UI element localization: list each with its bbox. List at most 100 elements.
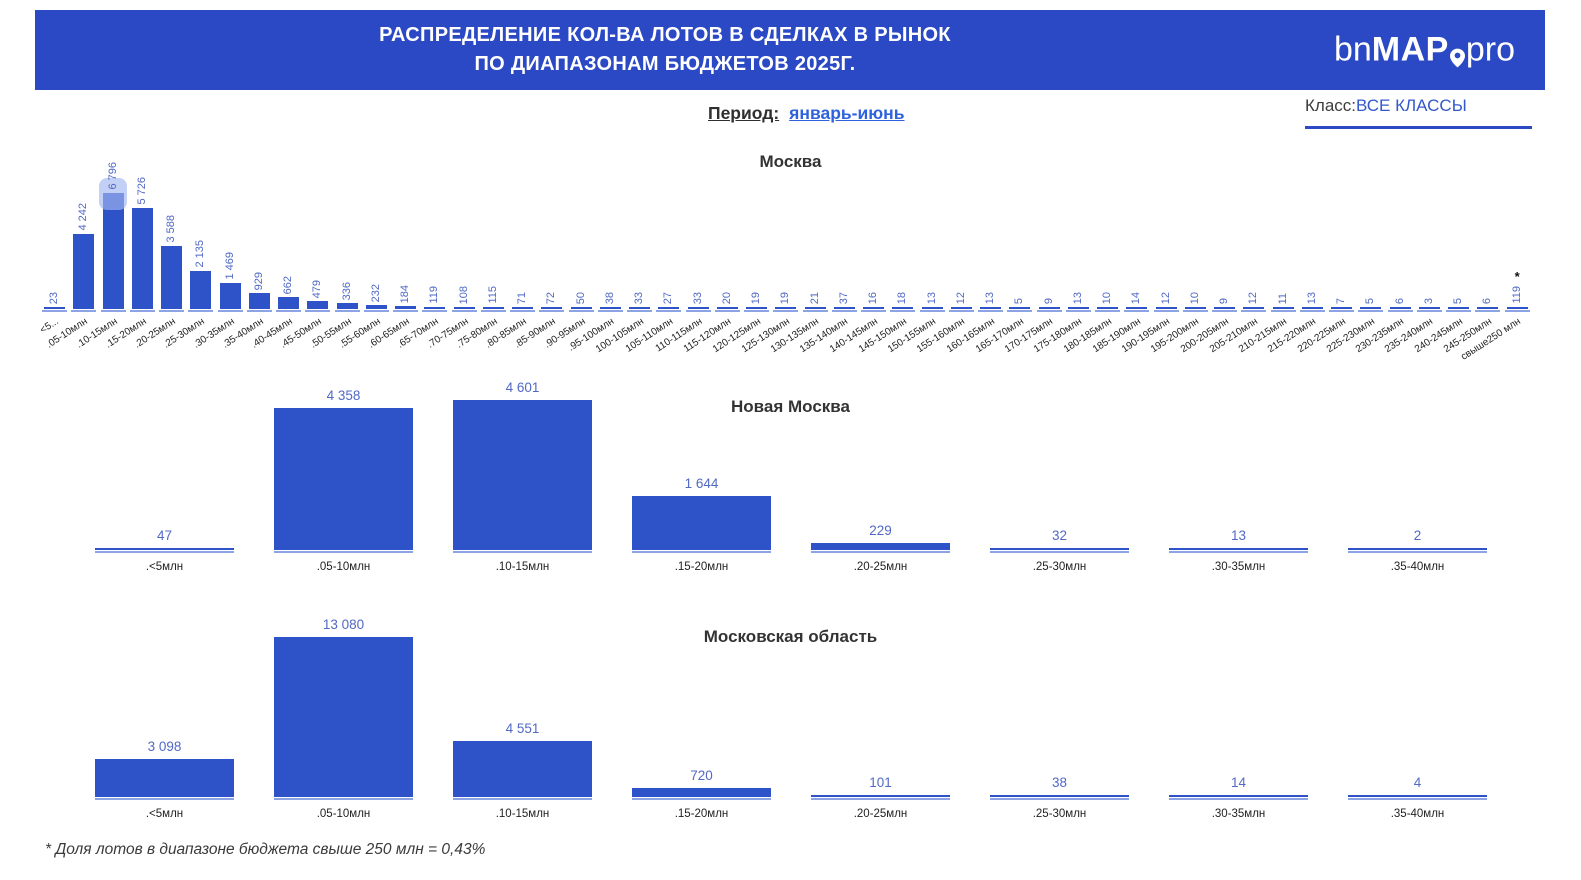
bar[interactable] — [482, 307, 504, 309]
bar-baseline — [1095, 310, 1121, 312]
bar[interactable] — [190, 271, 212, 309]
bar-baseline — [1036, 310, 1062, 312]
bar[interactable] — [1418, 307, 1440, 309]
bar[interactable] — [273, 408, 414, 550]
bar[interactable] — [248, 293, 270, 309]
bar[interactable] — [1067, 307, 1089, 309]
bar[interactable] — [452, 400, 593, 550]
bar[interactable] — [1168, 548, 1309, 550]
bar[interactable] — [94, 548, 235, 550]
bar-baseline — [1299, 310, 1325, 312]
bar-value-label: 232 — [369, 283, 382, 302]
bar-baseline — [685, 310, 711, 312]
bar[interactable] — [278, 297, 300, 309]
bar[interactable] — [1243, 307, 1265, 309]
bar[interactable] — [273, 637, 414, 797]
bar[interactable] — [892, 307, 914, 309]
bar-column: 720 .15-20млн — [612, 612, 791, 820]
bar[interactable] — [980, 307, 1002, 309]
moscow-region-chart-title: Московская область — [703, 627, 878, 646]
bar[interactable] — [658, 307, 680, 309]
bar-column: 27 105-110млн — [623, 162, 683, 355]
bar[interactable] — [1331, 307, 1353, 309]
bar[interactable] — [365, 305, 387, 309]
bar-value-label: 115 — [486, 286, 499, 304]
bar[interactable] — [94, 759, 235, 797]
bar[interactable] — [810, 543, 951, 550]
bar-baseline — [810, 551, 951, 553]
bar[interactable] — [804, 307, 826, 309]
map-pin-icon — [1449, 38, 1465, 77]
bar[interactable] — [746, 307, 768, 309]
bar-column: 71.80-85млн — [484, 162, 537, 351]
bar-baseline — [451, 310, 477, 312]
bar-column: 232.55-60млн — [337, 162, 391, 351]
bar[interactable] — [687, 307, 709, 309]
bar[interactable] — [989, 795, 1130, 797]
bar[interactable] — [73, 234, 95, 309]
bar[interactable] — [599, 307, 621, 309]
bar[interactable] — [570, 307, 592, 309]
bar[interactable] — [989, 548, 1130, 550]
bar[interactable] — [863, 307, 885, 309]
bar-baseline — [948, 310, 974, 312]
bar-column: 38 .25-30млн — [970, 612, 1149, 820]
bar[interactable] — [1214, 307, 1236, 309]
x-axis-label: .25-30млн — [1032, 808, 1087, 820]
bar[interactable] — [775, 307, 797, 309]
class-value-link[interactable]: ВСЕ КЛАССЫ — [1356, 96, 1467, 115]
bar[interactable] — [810, 795, 951, 797]
bar-baseline — [305, 310, 331, 312]
bar[interactable] — [1009, 307, 1031, 309]
bar[interactable] — [395, 306, 417, 309]
bar[interactable] — [336, 303, 358, 309]
bar-column: 72.85-90млн — [513, 162, 566, 351]
bar[interactable] — [307, 301, 329, 309]
bar[interactable] — [541, 307, 563, 309]
bar[interactable] — [453, 307, 475, 309]
bar[interactable] — [1038, 307, 1060, 309]
bar[interactable] — [1448, 307, 1470, 309]
bar-value-label: 229 — [869, 523, 892, 538]
bar[interactable] — [833, 307, 855, 309]
bar[interactable] — [716, 307, 738, 309]
bar-column: 13 150-155млн — [886, 162, 947, 355]
bar-baseline — [810, 798, 951, 800]
bar[interactable] — [161, 246, 183, 309]
x-axis-label: .05-10млн — [316, 808, 371, 820]
bar[interactable] — [631, 496, 772, 550]
bar-column: 10 195-200млн — [1149, 162, 1210, 355]
bar[interactable] — [44, 307, 66, 309]
bar-column: 479.45-50млн — [279, 162, 332, 351]
bar-value-label: 119 — [1510, 286, 1523, 304]
bar[interactable] — [424, 307, 446, 309]
bar[interactable] — [950, 307, 972, 309]
bar[interactable] — [512, 307, 534, 309]
bar[interactable] — [102, 192, 124, 310]
bar[interactable] — [1272, 307, 1294, 309]
bar[interactable] — [1347, 548, 1488, 550]
period-value-link[interactable]: январь-июнь — [789, 103, 905, 123]
bar-value-label: 47 — [156, 528, 173, 543]
bar[interactable] — [219, 283, 241, 309]
bar-baseline — [890, 310, 916, 312]
bar[interactable] — [1097, 307, 1119, 309]
bar[interactable] — [631, 788, 772, 797]
bar-baseline — [334, 310, 360, 312]
bar[interactable] — [921, 307, 943, 309]
bar[interactable] — [1347, 795, 1488, 797]
bar[interactable] — [131, 208, 153, 309]
bar[interactable] — [1301, 307, 1323, 309]
bar-column: 4 551 .10-15млн — [433, 612, 612, 820]
bar[interactable] — [1184, 307, 1206, 309]
bar[interactable] — [1126, 307, 1148, 309]
bar[interactable] — [1506, 307, 1528, 309]
bar[interactable] — [1168, 795, 1309, 797]
bar[interactable] — [1477, 307, 1499, 309]
bar[interactable] — [629, 307, 651, 309]
bar-value-label: 2 135 — [194, 240, 207, 268]
bar[interactable] — [1155, 307, 1177, 309]
bar[interactable] — [1389, 307, 1411, 309]
bar[interactable] — [452, 741, 593, 797]
bar[interactable] — [1360, 307, 1382, 309]
